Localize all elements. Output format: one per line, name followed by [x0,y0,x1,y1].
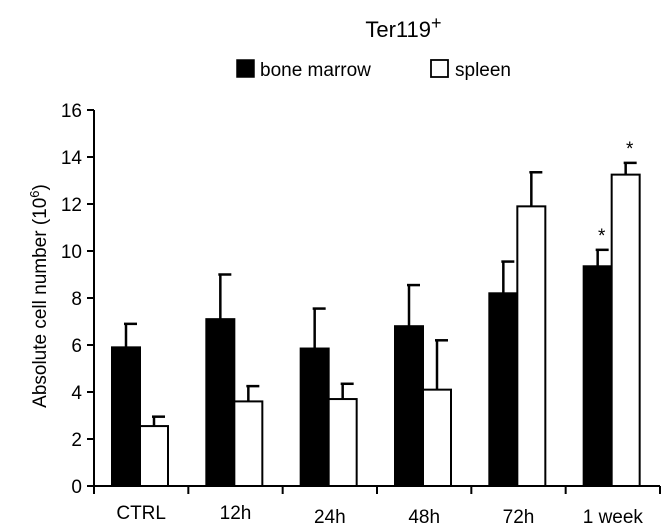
legend: bone marrow spleen [236,59,511,81]
svg-text:Absolute cell number (106): Absolute cell number (106) [27,184,51,408]
y-tick-label: 8 [71,289,82,310]
y-tick-label: 10 [61,242,82,263]
legend-swatch-spleen [430,59,449,78]
y-tick-label: 2 [71,430,82,451]
legend-swatch-bone-marrow [236,59,255,78]
y-axis-label-text: Absolute cell number (10 [30,198,51,408]
x-tick-label: 12h [220,503,252,524]
legend-label-bone-marrow: bone marrow [260,60,371,81]
bar-spleen [516,205,547,487]
bar-spleen [422,388,452,487]
bar-bone-marrow [394,325,424,488]
bar-spleen [233,400,264,487]
x-tick-label: CTRL [116,503,166,524]
y-axis-label-suffix: ) [30,184,51,190]
bar-spleen [610,173,641,487]
x-tick-label: 24h [314,507,346,528]
chart-title-superscript: + [431,13,442,33]
bar-bone-marrow [488,292,519,487]
bar-spleen [327,398,358,487]
y-axis-label: Absolute cell number (106) [27,184,51,408]
bars: ** [111,139,641,488]
x-tick-label: 48h [408,507,440,528]
y-tick-label: 12 [61,195,82,216]
y-tick-label: 6 [71,336,82,357]
bar-bone-marrow [299,347,330,487]
x-tick-label: 72h [503,507,535,528]
bar-spleen [139,425,169,488]
axes: 0 2 4 6 8 10 12 14 16 CTRL 12h 24h 48h 72h 1 week [61,101,661,528]
bar-bone-marrow [582,265,613,487]
bar-bone-marrow [205,318,236,487]
significance-marker: * [598,226,606,247]
chart-title: Ter119 [365,17,431,42]
y-tick-label: 14 [61,148,83,169]
y-tick-label: 0 [71,477,82,498]
y-tick-label: 16 [61,101,82,122]
x-tick-label: 1 week [583,507,644,528]
legend-label-spleen: spleen [455,60,511,81]
y-axis-label-superscript: 6 [27,190,42,197]
significance-marker: * [626,139,634,160]
y-tick-label: 4 [71,383,82,404]
bar-bone-marrow [111,346,141,487]
